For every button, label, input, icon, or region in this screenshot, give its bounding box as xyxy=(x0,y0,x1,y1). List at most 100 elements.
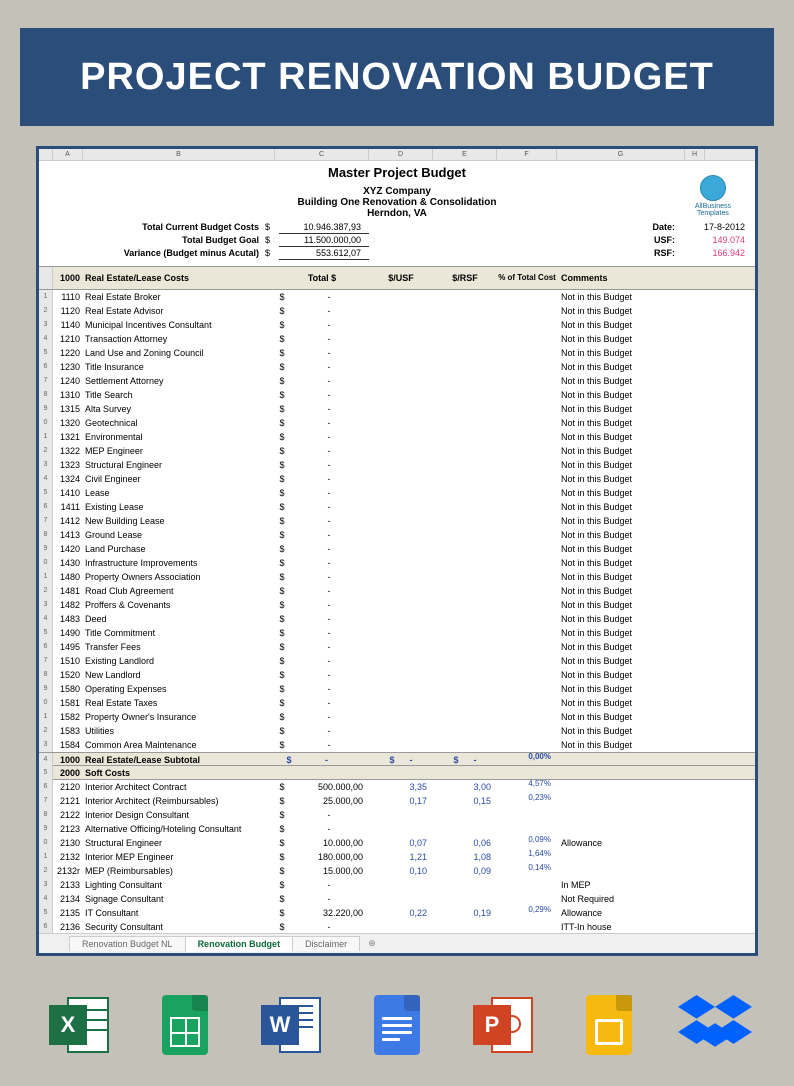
row-num: 6 xyxy=(39,920,53,934)
line-pct xyxy=(497,892,557,906)
table-row[interactable]: 7 1240 Settlement Attorney $- Not in thi… xyxy=(39,374,755,388)
table-row[interactable]: 4 1210 Transaction Attorney $- Not in th… xyxy=(39,332,755,346)
table-row[interactable]: 1 2132 Interior MEP Engineer $180.000,00… xyxy=(39,850,755,864)
line-usf xyxy=(369,556,433,570)
col-D[interactable]: D xyxy=(369,149,433,160)
word-icon[interactable]: W xyxy=(254,988,328,1062)
table-row[interactable]: 6 1495 Transfer Fees $- Not in this Budg… xyxy=(39,640,755,654)
line-rsf xyxy=(433,542,497,556)
table-row[interactable]: 1 1110 Real Estate Broker $- Not in this… xyxy=(39,290,755,304)
line-usf xyxy=(369,346,433,360)
table-row[interactable]: 5 1410 Lease $- Not in this Budget xyxy=(39,486,755,500)
line-comment: Not in this Budget xyxy=(557,444,685,458)
col-F[interactable]: F xyxy=(497,149,557,160)
subtotal-row: 4 1000 Real Estate/Lease Subtotal $- $ -… xyxy=(39,752,755,766)
table-row[interactable]: 9 1580 Operating Expenses $- Not in this… xyxy=(39,682,755,696)
table-row[interactable]: 1 1582 Property Owner's Insurance $- Not… xyxy=(39,710,755,724)
table-row[interactable]: 2 1481 Road Club Agreement $- Not in thi… xyxy=(39,584,755,598)
table-row[interactable]: 4 1483 Deed $- Not in this Budget xyxy=(39,612,755,626)
table-row[interactable]: 5 2135 IT Consultant $32.220,00 0,22 0,1… xyxy=(39,906,755,920)
table-row[interactable]: 3 1140 Municipal Incentives Consultant $… xyxy=(39,318,755,332)
table-row[interactable]: 6 2120 Interior Architect Contract $500.… xyxy=(39,780,755,794)
line-total: $- xyxy=(275,486,369,500)
line-name: Interior MEP Engineer xyxy=(83,850,275,864)
table-row[interactable]: 7 1412 New Building Lease $- Not in this… xyxy=(39,514,755,528)
sheet-tab[interactable]: Disclaimer xyxy=(292,936,360,951)
line-rsf xyxy=(433,332,497,346)
table-row[interactable]: 0 1320 Geotechnical $- Not in this Budge… xyxy=(39,416,755,430)
line-pct xyxy=(497,682,557,696)
line-code: 1120 xyxy=(53,304,83,318)
table-row[interactable]: 4 1324 Civil Engineer $- Not in this Bud… xyxy=(39,472,755,486)
row-num: 2 xyxy=(39,444,53,458)
table-row[interactable]: 8 1310 Title Search $- Not in this Budge… xyxy=(39,388,755,402)
line-total: $- xyxy=(275,892,369,906)
line-pct xyxy=(497,710,557,724)
table-row[interactable]: 6 1230 Title Insurance $- Not in this Bu… xyxy=(39,360,755,374)
table-row[interactable]: 6 1411 Existing Lease $- Not in this Bud… xyxy=(39,500,755,514)
line-pct xyxy=(497,402,557,416)
line-name: Structural Engineer xyxy=(83,836,275,850)
sect2-code: 2000 xyxy=(53,766,83,779)
line-total: $- xyxy=(275,584,369,598)
table-row[interactable]: 5 1220 Land Use and Zoning Council $- No… xyxy=(39,346,755,360)
sheet-tab[interactable]: Renovation Budget xyxy=(185,936,294,952)
table-row[interactable]: 6 2136 Security Consultant $- ITT-In hou… xyxy=(39,920,755,934)
powerpoint-icon[interactable]: P xyxy=(466,988,540,1062)
table-row[interactable]: 3 1584 Common Area Maintenance $- Not in… xyxy=(39,738,755,752)
col-B[interactable]: B xyxy=(83,149,275,160)
line-comment: Not in this Budget xyxy=(557,318,685,332)
table-row[interactable]: 3 2133 Lighting Consultant $- In MEP xyxy=(39,878,755,892)
table-row[interactable]: 5 1490 Title Commitment $- Not in this B… xyxy=(39,626,755,640)
table-row[interactable]: 1 1321 Environmental $- Not in this Budg… xyxy=(39,430,755,444)
table-row[interactable]: 2 1322 MEP Engineer $- Not in this Budge… xyxy=(39,444,755,458)
line-usf xyxy=(369,808,433,822)
col-H[interactable]: H xyxy=(685,149,705,160)
add-sheet-button[interactable]: ⊕ xyxy=(363,938,381,949)
line-name: Ground Lease xyxy=(83,528,275,542)
sheet-tab[interactable]: Renovation Budget NL xyxy=(69,936,186,951)
table-row[interactable]: 7 1510 Existing Landlord $- Not in this … xyxy=(39,654,755,668)
table-row[interactable]: 1 1480 Property Owners Association $- No… xyxy=(39,570,755,584)
gslides-icon[interactable] xyxy=(572,988,646,1062)
table-row[interactable]: 0 1430 Infrastructure Improvements $- No… xyxy=(39,556,755,570)
line-rsf xyxy=(433,416,497,430)
table-row[interactable]: 8 2122 Interior Design Consultant $- xyxy=(39,808,755,822)
line-rsf xyxy=(433,444,497,458)
line-comment: Not in this Budget xyxy=(557,668,685,682)
line-code: 1240 xyxy=(53,374,83,388)
line-name: Alternative Officing/Hoteling Consultant xyxy=(83,822,275,836)
line-pct xyxy=(497,458,557,472)
table-row[interactable]: 3 1482 Proffers & Covenants $- Not in th… xyxy=(39,598,755,612)
row-num: 0 xyxy=(39,416,53,430)
summary-value: 553.612,07 xyxy=(279,247,369,260)
line-usf xyxy=(369,416,433,430)
col-G[interactable]: G xyxy=(557,149,685,160)
table-row[interactable]: 3 1323 Structural Engineer $- Not in thi… xyxy=(39,458,755,472)
table-row[interactable]: 7 2121 Interior Architect (Reimbursables… xyxy=(39,794,755,808)
table-row[interactable]: 9 2123 Alternative Officing/Hoteling Con… xyxy=(39,822,755,836)
table-row[interactable]: 2 2132r MEP (Reimbursables) $15.000,00 0… xyxy=(39,864,755,878)
table-row[interactable]: 8 1413 Ground Lease $- Not in this Budge… xyxy=(39,528,755,542)
line-total: $- xyxy=(275,920,369,934)
col-C[interactable]: C xyxy=(275,149,369,160)
table-row[interactable]: 2 1120 Real Estate Advisor $- Not in thi… xyxy=(39,304,755,318)
table-row[interactable]: 9 1420 Land Purchase $- Not in this Budg… xyxy=(39,542,755,556)
table-row[interactable]: 2 1583 Utilities $- Not in this Budget xyxy=(39,724,755,738)
table-row[interactable]: 9 1315 Alta Survey $- Not in this Budget xyxy=(39,402,755,416)
currency: $ xyxy=(265,234,279,247)
corner-cell[interactable] xyxy=(39,149,53,160)
line-total: $- xyxy=(275,388,369,402)
table-row[interactable]: 4 2134 Signage Consultant $- Not Require… xyxy=(39,892,755,906)
excel-icon[interactable]: X xyxy=(42,988,116,1062)
table-row[interactable]: 0 2130 Structural Engineer $10.000,00 0,… xyxy=(39,836,755,850)
gsheets-icon[interactable] xyxy=(148,988,222,1062)
table-row[interactable]: 0 1581 Real Estate Taxes $- Not in this … xyxy=(39,696,755,710)
table-row[interactable]: 8 1520 New Landlord $- Not in this Budge… xyxy=(39,668,755,682)
dropbox-icon[interactable] xyxy=(678,988,752,1062)
line-rsf xyxy=(433,612,497,626)
gdocs-icon[interactable] xyxy=(360,988,434,1062)
line-total: $- xyxy=(275,346,369,360)
col-A[interactable]: A xyxy=(53,149,83,160)
col-E[interactable]: E xyxy=(433,149,497,160)
